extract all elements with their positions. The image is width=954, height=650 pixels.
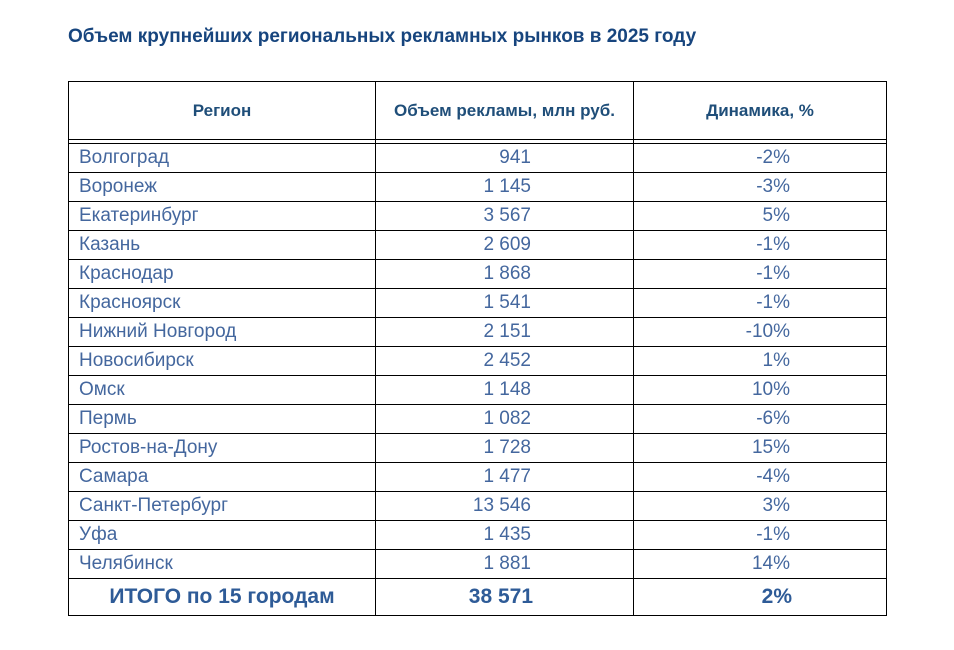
dynamics-cell: -6% — [633, 404, 887, 434]
total-label-cell: ИТОГО по 15 городам — [68, 578, 376, 616]
table-row: Пермь 1 082 -6% — [68, 404, 887, 434]
dynamics-cell: 10% — [633, 375, 887, 405]
volume-cell: 1 435 — [375, 520, 634, 550]
dynamics-cell: -1% — [633, 288, 887, 318]
volume-cell: 941 — [375, 143, 634, 173]
region-cell: Екатеринбург — [68, 201, 376, 231]
volume-cell: 1 477 — [375, 462, 634, 492]
region-cell: Челябинск — [68, 549, 376, 579]
dynamics-cell: 1% — [633, 346, 887, 376]
volume-cell: 1 148 — [375, 375, 634, 405]
region-cell: Омск — [68, 375, 376, 405]
region-cell: Волгоград — [68, 143, 376, 173]
table-row: Красноярск 1 541 -1% — [68, 288, 887, 318]
region-cell: Краснодар — [68, 259, 376, 289]
column-header-volume: Объем рекламы, млн руб. — [375, 81, 634, 140]
dynamics-cell: -3% — [633, 172, 887, 202]
table-row: Краснодар 1 868 -1% — [68, 259, 887, 289]
region-cell: Ростов-на-Дону — [68, 433, 376, 463]
table-row: Челябинск 1 881 14% — [68, 549, 887, 579]
volume-cell: 2 609 — [375, 230, 634, 260]
dynamics-cell: -1% — [633, 230, 887, 260]
table-row: Екатеринбург 3 567 5% — [68, 201, 887, 231]
total-volume-cell: 38 571 — [375, 578, 634, 616]
region-cell: Новосибирск — [68, 346, 376, 376]
dynamics-cell: 14% — [633, 549, 887, 579]
regional-ad-market-table: Регион Объем рекламы, млн руб. Динамика,… — [68, 81, 887, 616]
region-cell: Казань — [68, 230, 376, 260]
table-row: Казань 2 609 -1% — [68, 230, 887, 260]
dynamics-cell: -1% — [633, 259, 887, 289]
table-row: Уфа 1 435 -1% — [68, 520, 887, 550]
dynamics-cell: -4% — [633, 462, 887, 492]
table-total-row: ИТОГО по 15 городам 38 571 2% — [68, 578, 887, 616]
dynamics-cell: 5% — [633, 201, 887, 231]
region-cell: Пермь — [68, 404, 376, 434]
dynamics-cell: -10% — [633, 317, 887, 347]
table-row: Санкт-Петербург 13 546 3% — [68, 491, 887, 521]
volume-cell: 1 541 — [375, 288, 634, 318]
table-row: Ростов-на-Дону 1 728 15% — [68, 433, 887, 463]
volume-cell: 1 728 — [375, 433, 634, 463]
volume-cell: 3 567 — [375, 201, 634, 231]
table-row: Волгоград 941 -2% — [68, 143, 887, 173]
page-title: Объем крупнейших региональных рекламных … — [68, 26, 697, 47]
table-row: Самара 1 477 -4% — [68, 462, 887, 492]
region-cell: Воронеж — [68, 172, 376, 202]
table-row: Омск 1 148 10% — [68, 375, 887, 405]
region-cell: Санкт-Петербург — [68, 491, 376, 521]
dynamics-cell: 3% — [633, 491, 887, 521]
region-cell: Нижний Новгород — [68, 317, 376, 347]
volume-cell: 13 546 — [375, 491, 634, 521]
table-header-row: Регион Объем рекламы, млн руб. Динамика,… — [68, 81, 887, 140]
region-cell: Красноярск — [68, 288, 376, 318]
volume-cell: 1 145 — [375, 172, 634, 202]
volume-cell: 2 151 — [375, 317, 634, 347]
table-row: Новосибирск 2 452 1% — [68, 346, 887, 376]
volume-cell: 2 452 — [375, 346, 634, 376]
dynamics-cell: -1% — [633, 520, 887, 550]
column-header-dynamics: Динамика, % — [633, 81, 887, 140]
volume-cell: 1 868 — [375, 259, 634, 289]
volume-cell: 1 881 — [375, 549, 634, 579]
table-row: Воронеж 1 145 -3% — [68, 172, 887, 202]
region-cell: Самара — [68, 462, 376, 492]
dynamics-cell: -2% — [633, 143, 887, 173]
region-cell: Уфа — [68, 520, 376, 550]
dynamics-cell: 15% — [633, 433, 887, 463]
table-row: Нижний Новгород 2 151 -10% — [68, 317, 887, 347]
volume-cell: 1 082 — [375, 404, 634, 434]
total-dynamics-cell: 2% — [633, 578, 887, 616]
column-header-region: Регион — [68, 81, 376, 140]
